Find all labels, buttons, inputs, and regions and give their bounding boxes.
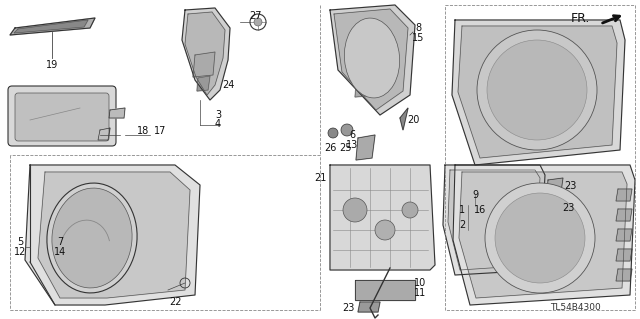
Polygon shape — [185, 12, 225, 95]
Text: 8: 8 — [415, 23, 421, 33]
Text: 18: 18 — [137, 126, 149, 136]
Polygon shape — [10, 18, 95, 35]
Circle shape — [343, 198, 367, 222]
Text: 22: 22 — [169, 297, 181, 307]
Text: 19: 19 — [46, 60, 58, 70]
Polygon shape — [109, 108, 125, 118]
Polygon shape — [546, 198, 562, 215]
Text: 9: 9 — [472, 190, 478, 200]
Polygon shape — [448, 170, 540, 270]
Polygon shape — [193, 52, 215, 77]
Text: FR.: FR. — [571, 11, 590, 25]
Polygon shape — [197, 76, 210, 91]
Polygon shape — [355, 280, 415, 300]
Text: 14: 14 — [54, 247, 66, 257]
Text: 3: 3 — [215, 110, 221, 120]
Polygon shape — [459, 172, 627, 298]
Text: 23: 23 — [342, 303, 354, 313]
Polygon shape — [330, 165, 435, 270]
FancyBboxPatch shape — [8, 86, 116, 146]
Text: 6: 6 — [349, 130, 355, 140]
Polygon shape — [453, 165, 635, 305]
Text: 13: 13 — [346, 140, 358, 150]
Polygon shape — [616, 249, 632, 261]
Text: 26: 26 — [324, 143, 336, 153]
Ellipse shape — [495, 193, 585, 283]
Polygon shape — [443, 165, 545, 275]
Polygon shape — [458, 26, 617, 158]
Text: 16: 16 — [474, 205, 486, 215]
Text: 10: 10 — [414, 278, 426, 288]
Text: 25: 25 — [340, 143, 352, 153]
Text: 23: 23 — [564, 181, 576, 191]
Text: 11: 11 — [414, 288, 426, 298]
Polygon shape — [547, 238, 570, 260]
Polygon shape — [616, 209, 632, 221]
Ellipse shape — [47, 183, 137, 293]
Ellipse shape — [344, 18, 399, 98]
Text: 1: 1 — [459, 205, 465, 215]
Polygon shape — [452, 20, 625, 165]
Polygon shape — [182, 8, 230, 100]
Text: 12: 12 — [14, 247, 26, 257]
Polygon shape — [25, 165, 200, 305]
Circle shape — [341, 124, 353, 136]
Polygon shape — [355, 62, 382, 97]
Ellipse shape — [477, 30, 597, 150]
Text: 15: 15 — [412, 33, 424, 43]
Text: 20: 20 — [407, 115, 419, 125]
Polygon shape — [616, 229, 632, 241]
Text: 2: 2 — [459, 220, 465, 230]
Text: 27: 27 — [249, 11, 261, 21]
Polygon shape — [358, 302, 380, 312]
Circle shape — [375, 220, 395, 240]
Ellipse shape — [52, 188, 132, 288]
Polygon shape — [98, 128, 110, 140]
Polygon shape — [616, 189, 632, 201]
Text: 17: 17 — [154, 126, 166, 136]
Text: 7: 7 — [57, 237, 63, 247]
Ellipse shape — [485, 183, 595, 293]
Text: 24: 24 — [222, 80, 234, 90]
Ellipse shape — [487, 40, 587, 140]
Polygon shape — [356, 135, 375, 160]
Polygon shape — [547, 178, 563, 193]
Text: TL54B4300: TL54B4300 — [550, 303, 600, 313]
FancyBboxPatch shape — [15, 93, 109, 141]
Polygon shape — [400, 108, 408, 130]
Circle shape — [402, 202, 418, 218]
Text: 4: 4 — [215, 119, 221, 129]
Text: 5: 5 — [17, 237, 23, 247]
Circle shape — [254, 18, 262, 26]
Text: 23: 23 — [562, 203, 574, 213]
Circle shape — [328, 128, 338, 138]
Polygon shape — [330, 5, 415, 115]
Text: 21: 21 — [314, 173, 326, 183]
Polygon shape — [334, 9, 408, 110]
Polygon shape — [38, 172, 190, 298]
Polygon shape — [14, 20, 88, 33]
Polygon shape — [616, 269, 632, 281]
